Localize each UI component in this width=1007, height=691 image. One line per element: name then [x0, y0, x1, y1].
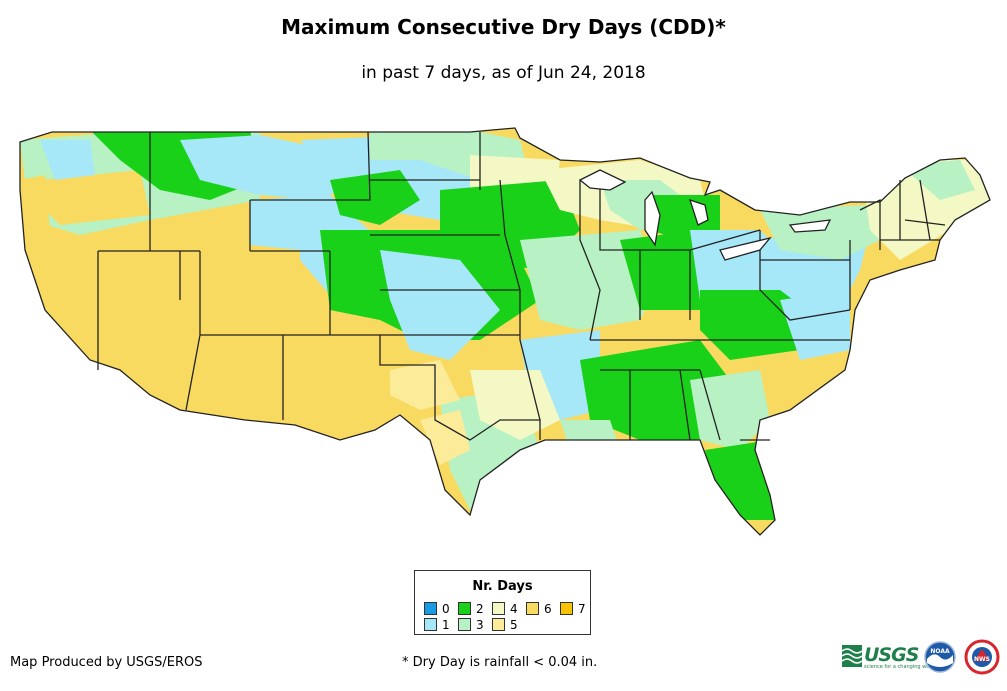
legend-item-6: 6 — [526, 602, 552, 616]
legend-swatch — [526, 602, 539, 615]
legend-swatch — [424, 618, 437, 631]
legend-swatch — [424, 602, 437, 615]
credit-text: Map Produced by USGS/EROS — [10, 655, 203, 670]
usgs-wordmark: USGS — [864, 644, 919, 666]
legend-swatch — [458, 602, 471, 615]
map-subtitle: in past 7 days, as of Jun 24, 2018 — [361, 63, 646, 83]
nws-label: NWS — [974, 656, 990, 663]
legend-item-4: 4 — [492, 602, 518, 616]
legend-title: Nr. Days — [472, 579, 533, 594]
legend-item-2: 2 — [458, 602, 484, 616]
great-lakes — [578, 169, 832, 261]
legend-item-1: 1 — [424, 618, 450, 632]
footnote-text: * Dry Day is rainfall < 0.04 in. — [402, 655, 598, 670]
map-title: Maximum Consecutive Dry Days (CDD)* — [281, 15, 726, 39]
legend-item-3: 3 — [458, 618, 484, 632]
legend-item-0: 0 — [424, 602, 450, 616]
usgs-logo: USGS science for a changing world — [842, 641, 936, 671]
legend-swatch — [560, 602, 573, 615]
nws-logo: NWS — [964, 639, 1000, 675]
legend-swatch — [458, 618, 471, 631]
legend-item-7: 7 — [560, 602, 586, 616]
usgs-wave-icon — [842, 645, 862, 667]
state-boundaries — [19, 127, 991, 536]
legend-swatch — [492, 602, 505, 615]
legend: Nr. Days 0 2 4 6 7 1 3 5 — [414, 570, 591, 635]
usgs-tagline: science for a changing world — [864, 664, 936, 670]
legend-item-5: 5 — [492, 618, 518, 632]
noaa-logo: NOAA — [924, 641, 956, 673]
legend-swatch — [492, 618, 505, 631]
noaa-label: NOAA — [930, 648, 950, 655]
us-dry-days-map — [19, 127, 991, 536]
